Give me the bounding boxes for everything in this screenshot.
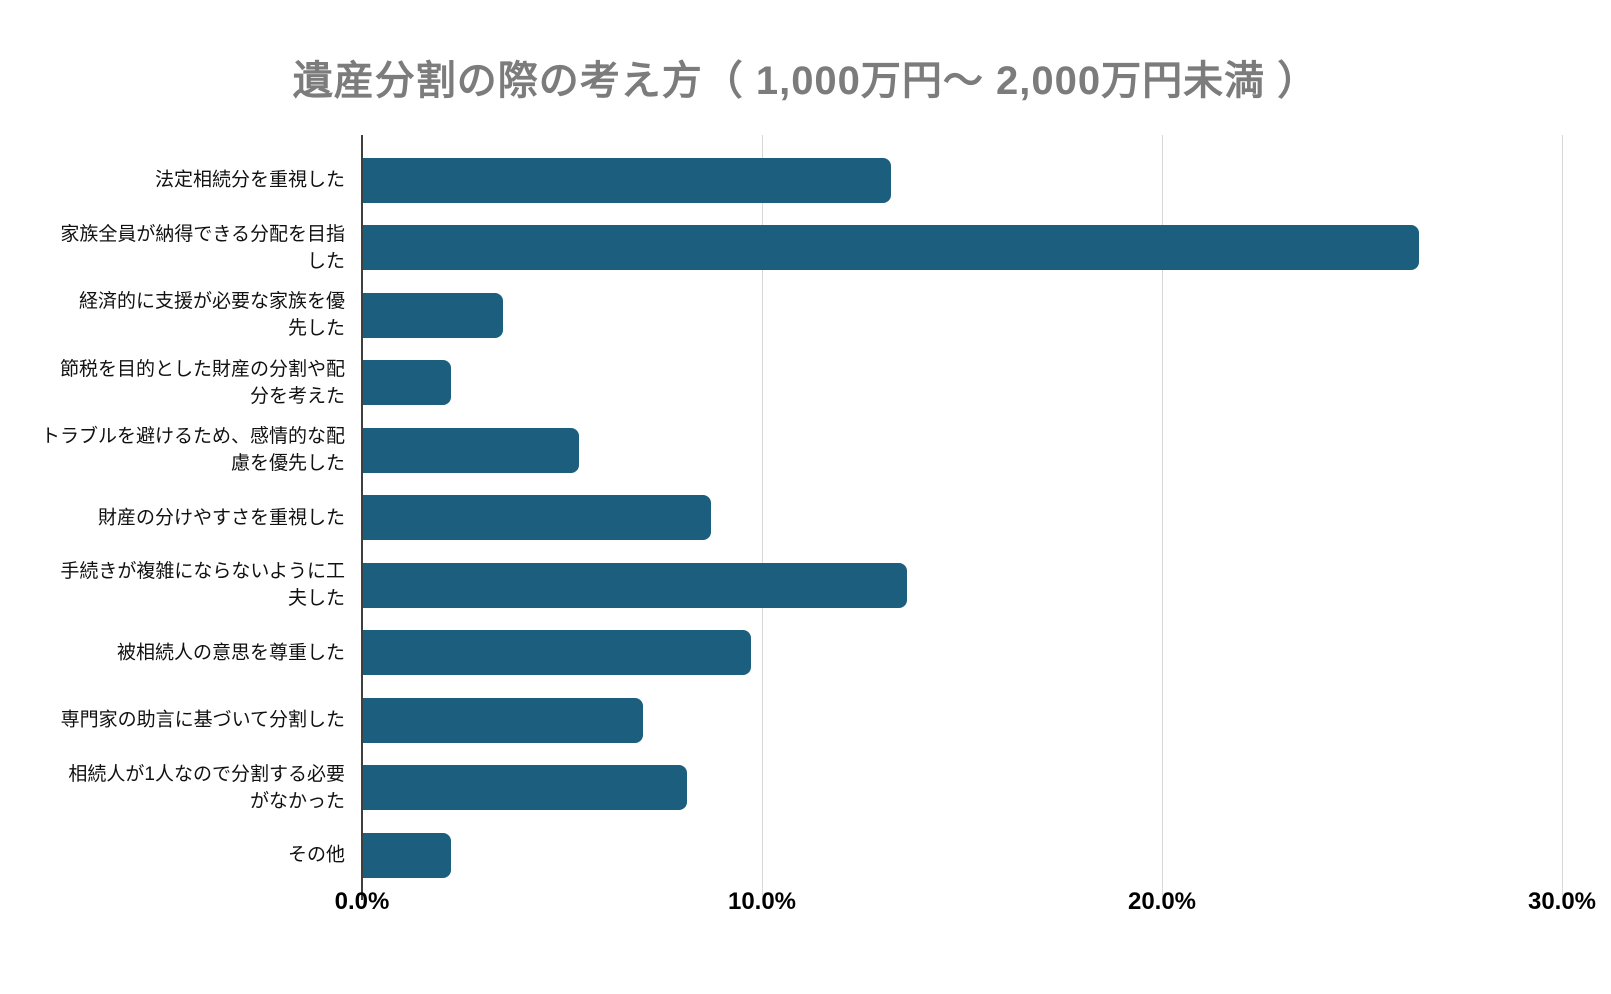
bar bbox=[363, 765, 687, 810]
bar bbox=[363, 292, 503, 338]
bar bbox=[363, 427, 579, 473]
gridline bbox=[1162, 135, 1163, 900]
category-label: トラブルを避けるため、感情的な配 慮を優先した bbox=[40, 426, 345, 474]
gridline bbox=[762, 135, 763, 900]
y-axis-line bbox=[361, 135, 363, 900]
gridline bbox=[1562, 135, 1563, 900]
category-label: その他 bbox=[287, 844, 345, 866]
bar bbox=[363, 495, 711, 540]
bar bbox=[363, 360, 451, 405]
plot-area bbox=[361, 135, 1563, 900]
category-label: 経済的に支援が必要な家族を優 先した bbox=[78, 291, 345, 339]
category-label: 法定相続分を重視した bbox=[154, 169, 345, 191]
category-label: 手続きが複雑にならないように工 夫した bbox=[60, 561, 345, 609]
chart-title: 遺産分割の際の考え方（ 1,000万円～ 2,000万円未満 ） bbox=[292, 59, 1319, 103]
bar bbox=[363, 157, 891, 203]
bar bbox=[363, 562, 907, 608]
category-label: 相続人が1人なので分割する必要 がなかった bbox=[68, 763, 345, 812]
category-label: 専門家の助言に基づいて分割した bbox=[60, 709, 345, 731]
category-label: 財産の分けやすさを重視した bbox=[97, 507, 345, 528]
bar bbox=[363, 697, 643, 743]
x-tick-label: 10.0% bbox=[727, 888, 797, 915]
x-tick-label: 0.0% bbox=[334, 888, 390, 915]
category-label: 節税を目的とした財産の分割や配 分を考えた bbox=[59, 358, 345, 407]
category-label: 被相続人の意思を尊重した bbox=[116, 642, 345, 663]
category-label: 家族全員が納得できる分配を目指 した bbox=[60, 223, 345, 272]
bar bbox=[363, 225, 1419, 270]
x-tick-label: 30.0% bbox=[1527, 888, 1597, 915]
bar bbox=[363, 832, 451, 878]
bar bbox=[363, 630, 751, 675]
x-tick-label: 20.0% bbox=[1127, 888, 1197, 915]
